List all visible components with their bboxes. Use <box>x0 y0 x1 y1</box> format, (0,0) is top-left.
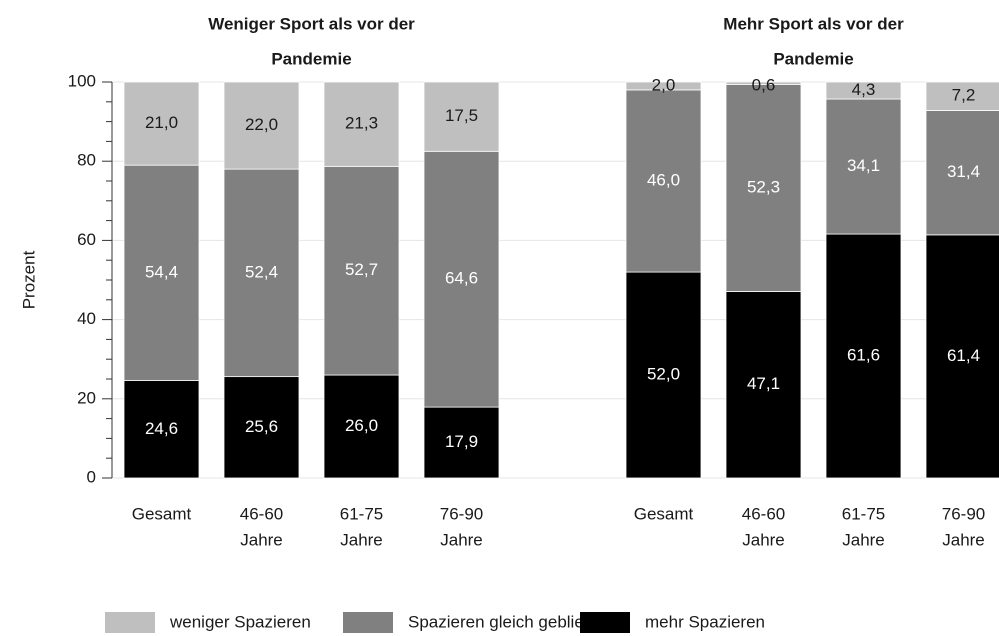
value-label: 52,7 <box>345 260 378 279</box>
y-tick-label: 80 <box>77 151 96 170</box>
value-label: 0,6 <box>752 75 776 94</box>
bar-segment <box>323 165 400 376</box>
x-tick-label: Gesamt <box>132 504 192 523</box>
bar-segment <box>323 374 400 479</box>
x-tick-label: Jahre <box>742 530 785 549</box>
panel-title: Weniger Sport als vor der <box>208 14 415 33</box>
value-label: 52,3 <box>747 177 780 196</box>
value-label: 21,3 <box>345 114 378 133</box>
value-label: 46,0 <box>647 170 680 189</box>
bar-segment <box>925 110 999 236</box>
y-tick-label: 40 <box>77 309 96 328</box>
legend-swatch <box>343 612 393 633</box>
bar-segment <box>223 81 300 170</box>
bar-segment <box>925 81 999 111</box>
value-label: 47,1 <box>747 374 780 393</box>
value-label: 21,0 <box>145 113 178 132</box>
x-tick-label: Jahre <box>440 530 483 549</box>
value-label: 4,3 <box>852 80 876 99</box>
x-tick-label: Gesamt <box>634 504 694 523</box>
value-label: 61,4 <box>947 346 980 365</box>
bar-segment <box>123 81 200 166</box>
y-tick-label: 0 <box>87 467 96 486</box>
value-label: 61,6 <box>847 346 880 365</box>
bar-segment <box>625 271 702 479</box>
bar-segment <box>825 98 902 235</box>
bar-segment <box>825 233 902 479</box>
bar-segment <box>925 234 999 479</box>
legend-label: weniger Spazieren <box>169 612 311 631</box>
x-tick-label: Jahre <box>842 530 885 549</box>
x-tick-label: 46-60 <box>742 504 785 523</box>
x-tick-label: 61-75 <box>340 504 383 523</box>
value-label: 52,4 <box>245 262 278 281</box>
y-tick-label: 100 <box>68 71 96 90</box>
x-tick-label: Jahre <box>942 530 985 549</box>
value-label: 22,0 <box>245 115 278 134</box>
legend-swatch <box>105 612 155 633</box>
value-label: 24,6 <box>145 419 178 438</box>
bar-segment <box>625 89 702 273</box>
x-tick-label: Jahre <box>340 530 383 549</box>
value-label: 17,5 <box>445 106 478 125</box>
bar-segment <box>423 406 500 479</box>
panel-title: Mehr Sport als vor der <box>723 14 904 33</box>
x-tick-label: 76-90 <box>942 504 985 523</box>
value-label: 26,0 <box>345 416 378 435</box>
y-axis-label: Prozent <box>19 250 38 309</box>
y-tick-label: 20 <box>77 388 96 407</box>
bar-segment <box>725 81 802 85</box>
bar-segment <box>323 81 400 167</box>
panel-title: Pandemie <box>773 49 853 68</box>
bar-segment <box>423 150 500 408</box>
x-tick-label: 76-90 <box>440 504 483 523</box>
bar-segment <box>123 380 200 479</box>
x-tick-label: 61-75 <box>842 504 885 523</box>
bar-segment <box>123 164 200 381</box>
value-label: 54,4 <box>145 262 178 281</box>
value-label: 25,6 <box>245 417 278 436</box>
x-tick-label: 46-60 <box>240 504 283 523</box>
value-label: 34,1 <box>847 156 880 175</box>
bar-segment <box>625 81 702 91</box>
bar-segment <box>825 81 902 100</box>
value-label: 17,9 <box>445 432 478 451</box>
value-label: 64,6 <box>445 269 478 288</box>
value-label: 2,0 <box>652 75 676 94</box>
x-tick-label: Jahre <box>240 530 283 549</box>
panel-title: Pandemie <box>271 49 351 68</box>
y-tick-label: 60 <box>77 230 96 249</box>
value-label: 52,0 <box>647 365 680 384</box>
value-label: 7,2 <box>952 86 976 105</box>
value-label: 31,4 <box>947 162 980 181</box>
legend-swatch <box>580 612 630 633</box>
bar-segment <box>223 168 300 378</box>
bar-segment <box>423 81 500 152</box>
legend-label: Spazieren gleich geblieben <box>408 612 612 631</box>
legend-label: mehr Spazieren <box>645 612 765 631</box>
bar-segment <box>725 83 802 292</box>
bar-segment <box>725 291 802 479</box>
